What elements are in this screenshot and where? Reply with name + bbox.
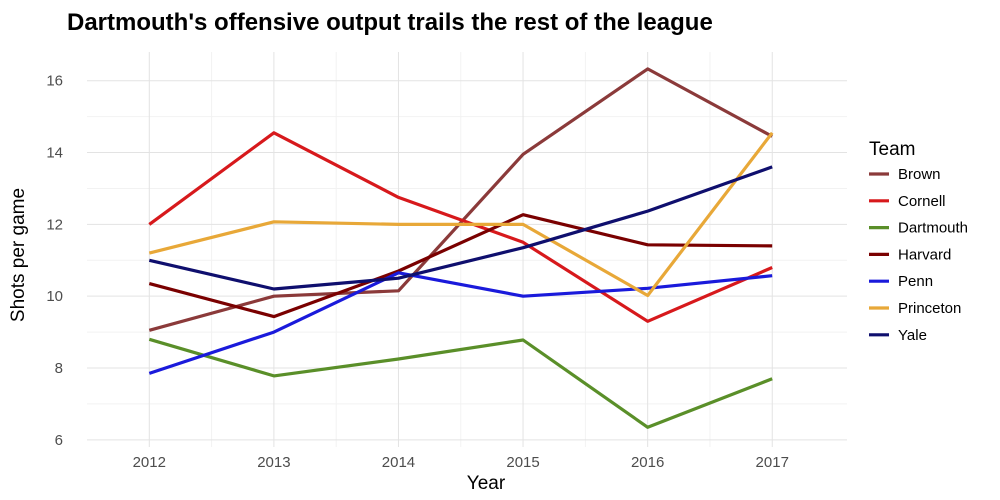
legend: Team Brown Cornell Dartmouth Harvard Penn Pri… [869, 139, 968, 344]
y-tick-label: 8 [55, 360, 63, 377]
grid-lines [87, 52, 847, 447]
x-tick-label: 2014 [382, 454, 415, 471]
series-line-harvard [148, 213, 773, 319]
series-lines [148, 67, 774, 429]
legend-item-penn: Penn [898, 273, 933, 290]
series-line-cornell [148, 131, 773, 323]
x-tick-label: 2013 [257, 454, 290, 471]
y-axis-ticks: 6 8 10 12 14 16 [46, 73, 63, 449]
x-axis-ticks: 2012 2013 2014 2015 2016 2017 [133, 454, 789, 471]
chart-title: Dartmouth's offensive output trails the … [67, 9, 713, 36]
series-line-brown [148, 67, 773, 332]
series-line-dartmouth [148, 337, 773, 429]
y-tick-label: 10 [46, 288, 63, 305]
x-tick-label: 2015 [506, 454, 539, 471]
x-axis-label: Year [467, 473, 506, 494]
x-tick-label: 2012 [133, 454, 166, 471]
y-tick-label: 16 [46, 73, 63, 90]
x-tick-label: 2016 [631, 454, 664, 471]
legend-item-harvard: Harvard [898, 246, 951, 263]
legend-item-yale: Yale [898, 327, 927, 344]
series-line-penn [148, 271, 773, 375]
legend-item-brown: Brown [898, 166, 941, 183]
legend-title: Team [869, 139, 915, 160]
y-axis-label: Shots per game [8, 188, 29, 322]
y-tick-label: 6 [55, 432, 63, 449]
x-tick-label: 2017 [756, 454, 789, 471]
series-line-princeton [148, 131, 774, 298]
legend-item-dartmouth: Dartmouth [898, 220, 968, 237]
y-tick-label: 12 [46, 216, 63, 233]
y-tick-label: 14 [46, 145, 63, 162]
series-line-yale [148, 165, 773, 291]
legend-item-cornell: Cornell [898, 193, 946, 210]
legend-item-princeton: Princeton [898, 300, 961, 317]
